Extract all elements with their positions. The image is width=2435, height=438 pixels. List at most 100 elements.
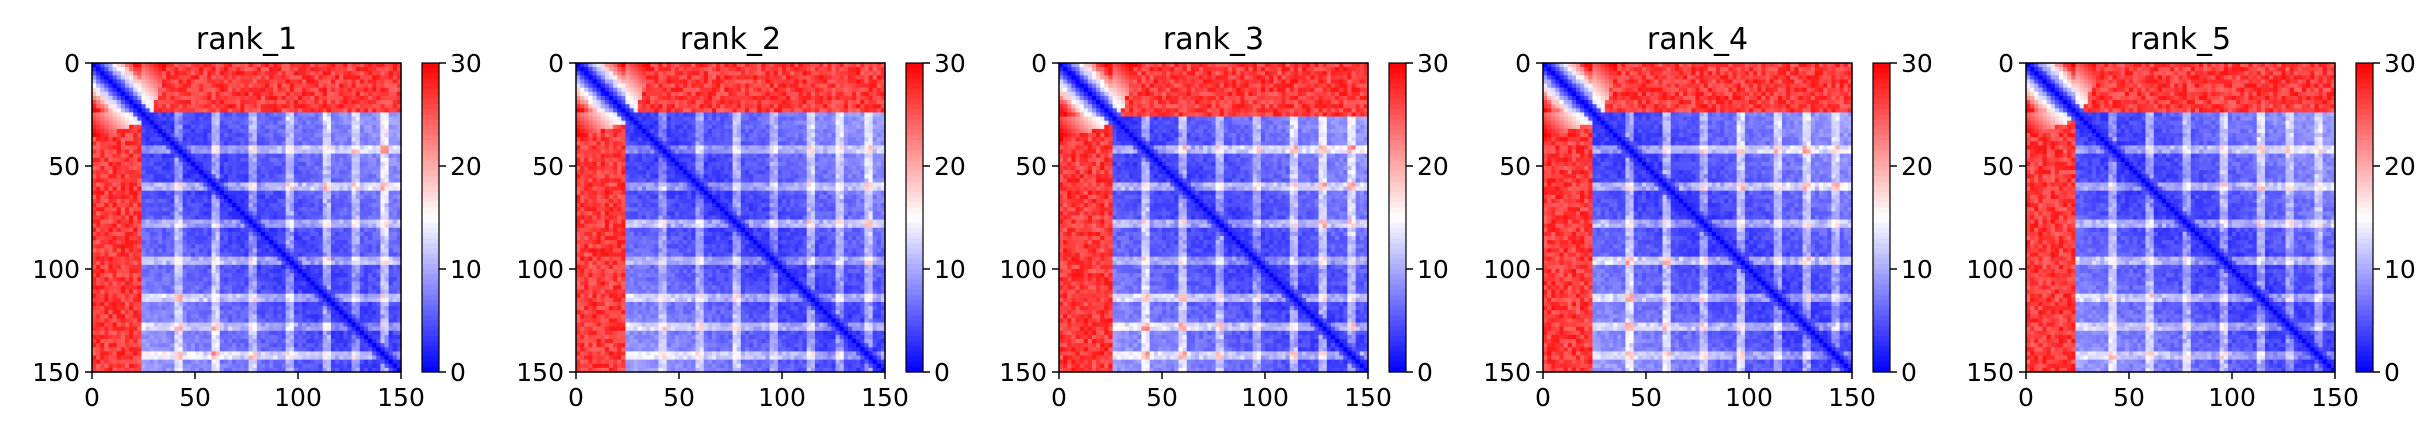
heatmap-cell [286,199,291,204]
heatmap-cell [203,228,208,233]
heatmap-cell [211,290,216,295]
heatmap-cell [179,290,184,295]
heatmap-cell [385,199,390,204]
heatmap-cell [302,257,307,262]
heatmap-cell [393,150,398,155]
heatmap-cell [343,88,348,93]
heatmap-cell [236,277,241,282]
heatmap-cell [170,298,175,303]
heatmap-cell [244,224,249,229]
heatmap-cell [282,236,287,241]
heatmap-cell [356,71,361,76]
heatmap-cell [339,236,344,241]
heatmap-cell [187,112,192,117]
heatmap-cell [302,187,307,192]
heatmap-cell [339,228,344,233]
heatmap-cell [385,318,390,323]
heatmap-cell [224,117,229,122]
heatmap-cell [360,187,365,192]
heatmap-cell [327,178,332,183]
heatmap-cell [174,96,179,101]
heatmap-cell [249,248,254,253]
heatmap-cell [273,228,278,233]
heatmap-cell [273,141,278,146]
heatmap-cell [108,174,113,179]
heatmap-cell [277,306,282,311]
heatmap-cell [104,335,109,340]
heatmap-cell [335,290,340,295]
heatmap-cell [339,187,344,192]
heatmap-cell [368,257,373,262]
heatmap-cell [211,314,216,319]
heatmap-cell [174,129,179,134]
heatmap-cell [244,129,249,134]
heatmap-cell [368,191,373,196]
heatmap-cell [257,290,262,295]
heatmap-cell [356,220,361,225]
heatmap-cell [207,199,212,204]
heatmap-cell [146,166,151,171]
heatmap-cell [179,224,184,229]
heatmap-cell [137,203,142,208]
heatmap-cell [195,306,200,311]
heatmap-cell [265,302,270,307]
heatmap-cell [104,281,109,286]
heatmap-cell [216,133,221,138]
heatmap-cell [356,92,361,97]
heatmap-cell [343,133,348,138]
heatmap-cell [314,162,319,167]
heatmap-cell [195,170,200,175]
heatmap-cell [253,92,258,97]
heatmap-cell [236,117,241,122]
heatmap-cell [113,154,118,159]
heatmap-cell [352,253,357,258]
heatmap-cell [306,112,311,117]
heatmap-cell [331,154,336,159]
heatmap-cell [187,92,192,97]
heatmap-cell [133,323,138,328]
heatmap-cell [385,277,390,282]
heatmap-cell [343,174,348,179]
heatmap-cell [228,137,233,142]
heatmap-cell [137,195,142,200]
heatmap-cell [368,232,373,237]
heatmap-cell [298,92,303,97]
heatmap-cell [319,141,324,146]
heatmap-cell [100,195,105,200]
heatmap-cell [154,253,159,258]
heatmap-cell [335,261,340,266]
heatmap-cell [290,145,295,150]
heatmap-cell [389,150,394,155]
heatmap-cell [339,220,344,225]
heatmap-cell [327,125,332,130]
heatmap-cell [286,310,291,315]
heatmap-cell [240,203,245,208]
heatmap-cell [380,137,385,142]
heatmap-cell [257,248,262,253]
heatmap-cell [257,281,262,286]
heatmap-cell [113,310,118,315]
heatmap-cell [137,220,142,225]
heatmap-cell [216,302,221,307]
heatmap-cell [195,314,200,319]
heatmap-cell [121,108,126,113]
heatmap-cell [273,195,278,200]
heatmap-cell [183,166,188,171]
heatmap-cell [314,199,319,204]
heatmap-cell [347,178,352,183]
heatmap-cell [314,170,319,175]
heatmap-cell [179,174,184,179]
heatmap-cell [183,277,188,282]
heatmap-cell [368,240,373,245]
heatmap-cell [108,158,113,163]
heatmap-cell [319,265,324,270]
heatmap-cell [302,141,307,146]
heatmap-cell [244,112,249,117]
heatmap-cell [310,306,315,311]
heatmap-cell [319,170,324,175]
heatmap-cell [207,310,212,315]
heatmap-cell [166,314,171,319]
heatmap-cell [356,195,361,200]
heatmap-cell [203,67,208,72]
heatmap-cell [174,100,179,105]
